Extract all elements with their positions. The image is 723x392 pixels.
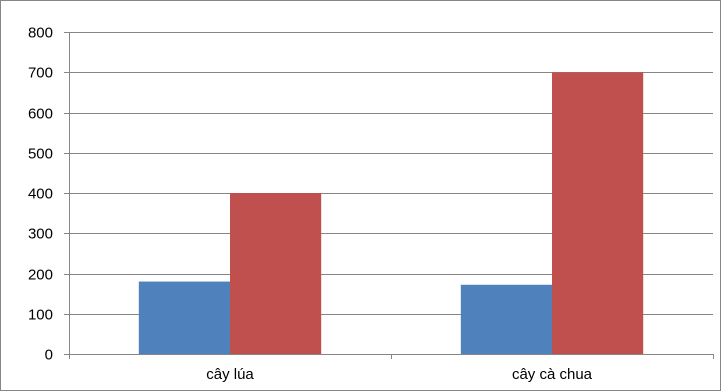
y-tick-label: 300 [28, 226, 53, 243]
axes [64, 32, 714, 359]
x-tick-label: cây cà chua [512, 366, 593, 383]
x-tick-label: cây lúa [206, 366, 254, 383]
bar-series-1-1 [138, 281, 230, 354]
y-axis-tick-labels: 0 100 200 300 400 500 600 700 800 [28, 25, 53, 364]
bar-series-1-2 [460, 284, 552, 354]
bars [138, 72, 644, 354]
y-tick-label: 200 [28, 267, 53, 284]
y-tick-label: 100 [28, 307, 53, 324]
bar-series-2-2 [552, 72, 644, 354]
y-tick-label: 600 [28, 106, 53, 123]
y-tick-label: 0 [45, 347, 53, 364]
y-tick-label: 700 [28, 65, 53, 82]
y-tick-label: 500 [28, 146, 53, 163]
y-tick-label: 400 [28, 186, 53, 203]
bar-series-2-1 [230, 193, 322, 354]
y-tick-label: 800 [28, 25, 53, 42]
x-axis-tick-labels: cây lúa cây cà chua [206, 366, 592, 383]
